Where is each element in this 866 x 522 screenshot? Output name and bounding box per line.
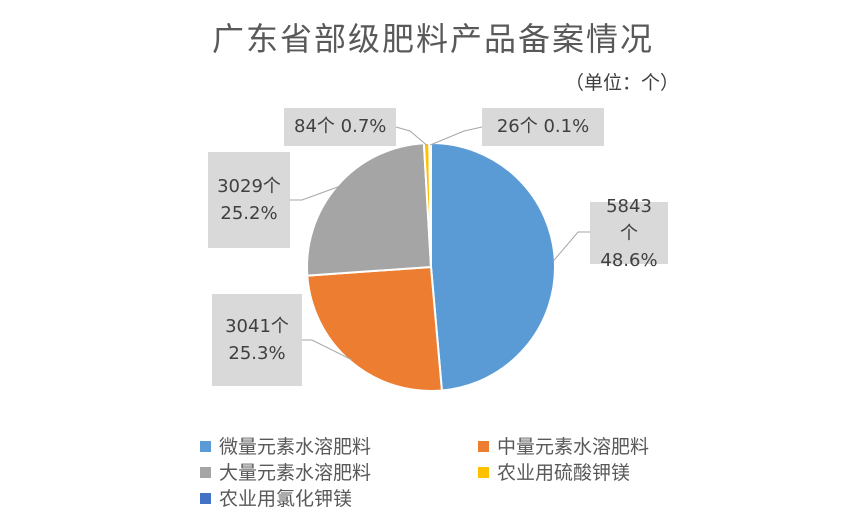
data-label: 5843个 48.6% [590,196,668,271]
leader-line [290,185,340,201]
legend-label: 农业用硫酸钾镁 [497,462,631,484]
data-label-count: 3041个 [225,316,289,337]
legend-swatch [200,441,211,452]
legend-item: 农业用硫酸钾镁 [478,458,630,485]
chart-title: 广东省部级肥料产品备案情况 [211,20,654,58]
pie-slice [305,142,433,277]
data-label-count: 26个 [496,116,538,137]
leader-line [395,126,428,146]
legend-item: 农业用氯化钾镁 [200,484,352,511]
data-label: 3041个 25.3% [212,294,302,386]
leader-line [302,339,353,361]
data-label-count: 3029个 [217,176,281,197]
legend-label: 农业用氯化钾镁 [219,488,353,510]
pie-slice [430,141,557,392]
legend-item: 中量元素水溶肥料 [478,432,649,459]
legend-item: 微量元素水溶肥料 [200,432,371,459]
data-label: 26个 0.1% [482,108,604,146]
legend-label: 大量元素水溶肥料 [219,462,372,484]
legend-item: 大量元素水溶肥料 [200,458,371,485]
data-label-percent: 0.7% [340,116,387,137]
legend-swatch [478,441,489,452]
data-label-percent: 0.1% [543,116,590,137]
pie-slice [306,265,443,392]
data-label-percent: 25.2% [220,203,278,224]
data-label-count: 5843个 [606,195,652,244]
legend-label: 微量元素水溶肥料 [219,436,372,458]
leader-line [430,126,483,146]
legend-swatch [478,467,489,478]
leader-line [552,231,590,262]
data-label-percent: 48.6% [600,249,658,271]
legend-swatch [200,467,211,478]
legend-swatch [200,493,211,504]
data-label-percent: 25.3% [228,343,286,364]
data-label-count: 84个 [294,116,335,137]
legend-label: 中量元素水溶肥料 [497,436,650,458]
data-label: 3029个 25.2% [208,152,290,248]
data-label: 84个 0.7% [284,108,396,146]
pie-slice [428,141,432,268]
unit-note: （单位：个） [565,72,680,94]
